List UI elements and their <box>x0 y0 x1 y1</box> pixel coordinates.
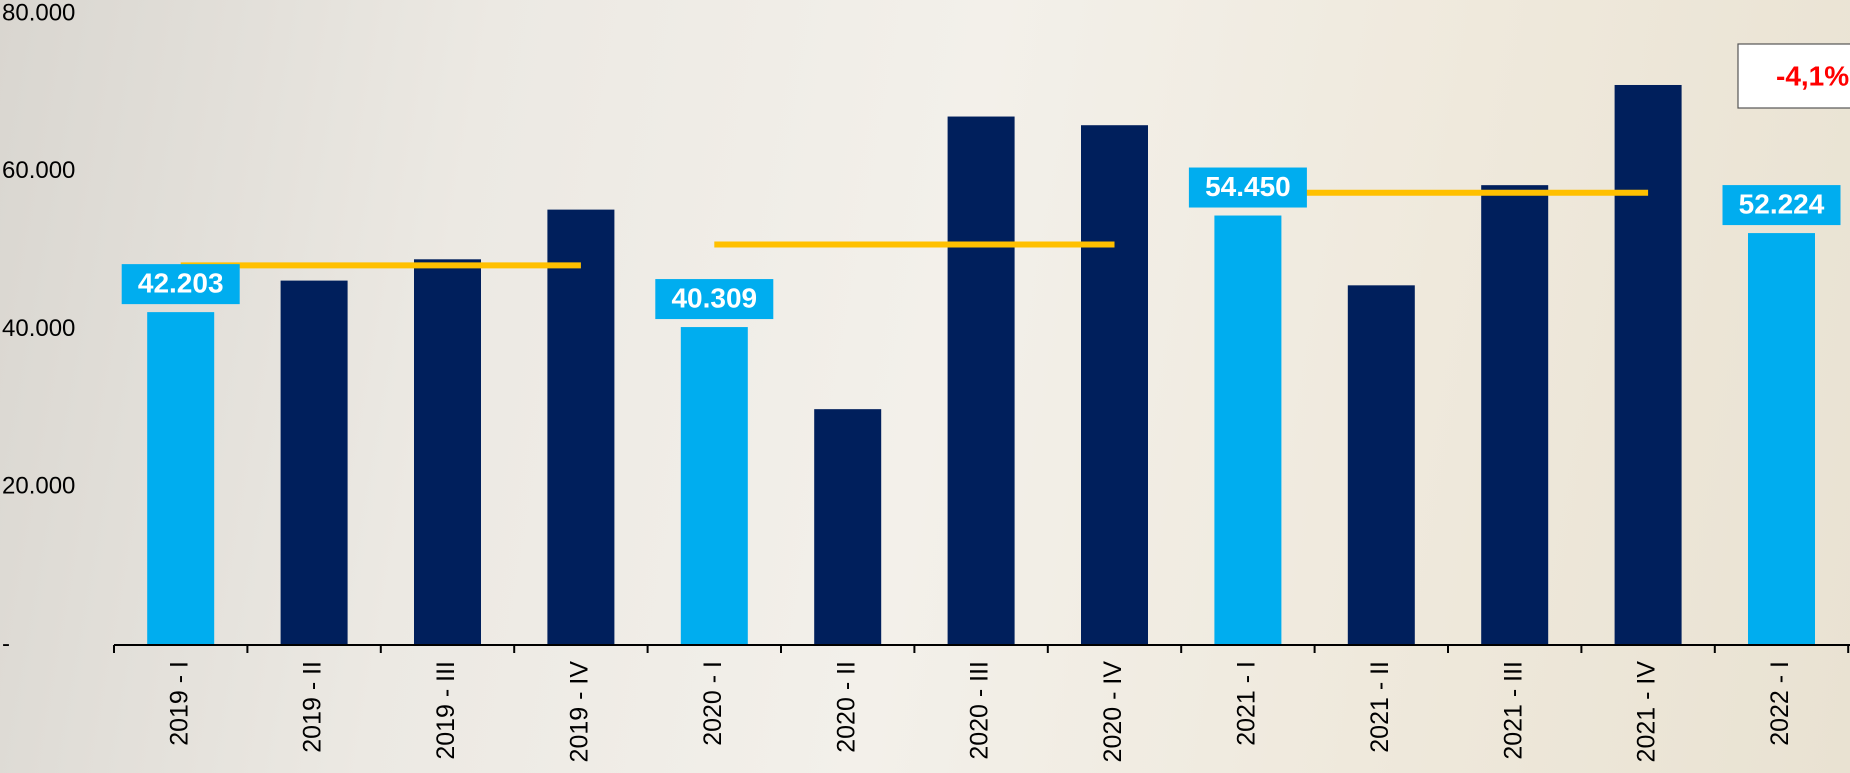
x-tick-label: 2020 - II <box>832 661 860 753</box>
x-tick-label: 2021 - III <box>1499 661 1527 760</box>
bar <box>547 209 615 646</box>
value-label: 54.450 <box>1205 171 1291 202</box>
annotation: -4,1% <box>1776 60 1849 91</box>
x-tick-label: 2020 - I <box>699 661 727 746</box>
bar <box>947 116 1015 646</box>
value-label-box <box>1722 185 1841 226</box>
bar <box>680 327 748 645</box>
bar <box>1614 84 1682 646</box>
bar <box>1081 125 1148 646</box>
bar <box>1214 215 1282 645</box>
bar <box>414 259 481 645</box>
value-label: 52.224 <box>1739 188 1825 219</box>
y-tick-label: 20.000 <box>2 473 75 500</box>
x-tick-label: 2019 - IV <box>566 661 594 763</box>
x-tick-label: 2020 - III <box>966 661 994 760</box>
x-tick-label: 2019 - II <box>299 661 327 753</box>
value-label: 42.203 <box>138 268 224 299</box>
bar <box>1347 285 1415 645</box>
bar <box>280 280 348 645</box>
x-tick-label: 2019 - III <box>432 661 460 760</box>
x-tick-label: 2021 - IV <box>1633 661 1661 763</box>
y-tick-label: 60.000 <box>2 157 75 184</box>
x-tick-label: 2022 - I <box>1766 661 1794 746</box>
value-label: 40.309 <box>671 282 757 313</box>
y-tick-label: 80.000 <box>2 0 75 26</box>
x-tick-label: 2021 - I <box>1233 661 1261 746</box>
bar <box>1481 185 1549 645</box>
bar <box>1748 233 1815 646</box>
value-label-box <box>1188 167 1307 208</box>
x-tick-label: 2019 - I <box>165 661 193 746</box>
x-tick-label: 2021 - II <box>1366 661 1394 753</box>
bar <box>147 312 215 645</box>
bar <box>814 409 882 645</box>
value-label-box <box>655 279 774 320</box>
annotation-box <box>1737 43 1850 109</box>
x-tick-label: 2020 - IV <box>1099 661 1127 763</box>
value-label-box <box>121 264 240 305</box>
y-tick-label: 40.000 <box>2 315 75 342</box>
y-tick-label: - <box>2 630 10 657</box>
